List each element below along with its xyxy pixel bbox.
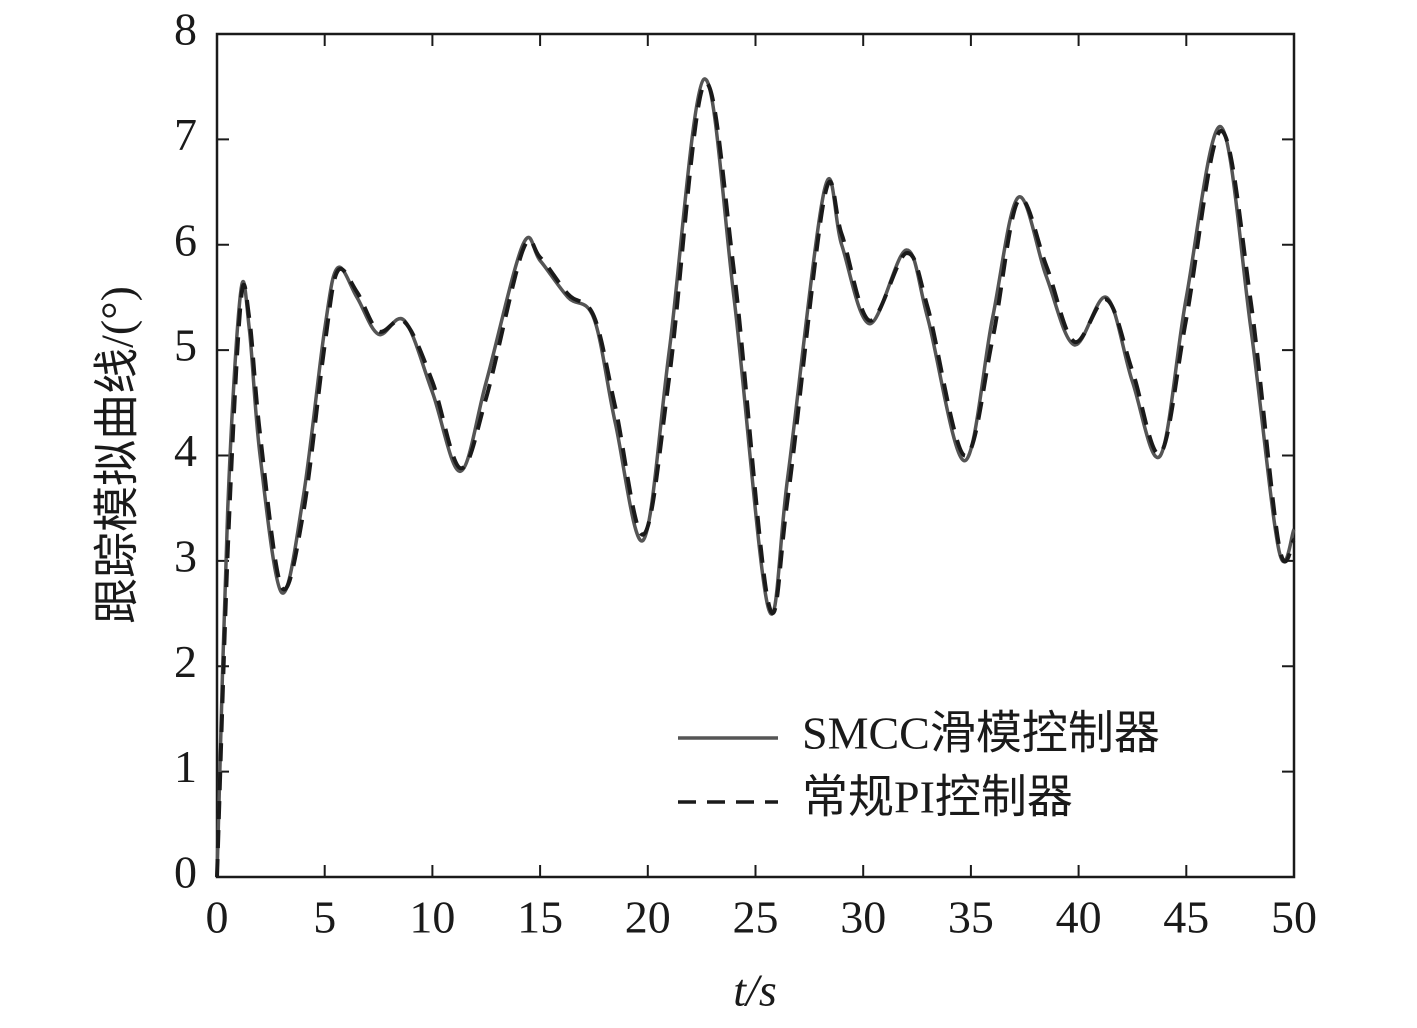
y-tick-label: 7 (174, 109, 197, 160)
y-axis-label: 跟踪模拟曲线/(°) (92, 286, 143, 624)
x-tick-label: 20 (625, 892, 671, 943)
x-tick-label: 45 (1163, 892, 1209, 943)
x-tick-label: 50 (1271, 892, 1317, 943)
x-axis-label: t/s (733, 965, 776, 1016)
y-tick-label: 6 (174, 214, 197, 265)
y-tick-label: 4 (174, 425, 197, 476)
legend-label: 常规PI控制器 (802, 772, 1073, 823)
x-tick-label: 15 (517, 892, 563, 943)
x-tick-label: 35 (948, 892, 994, 943)
y-tick-label: 2 (174, 636, 197, 687)
x-tick-label: 10 (409, 892, 455, 943)
x-tick-label: 25 (733, 892, 779, 943)
x-tick-label: 40 (1056, 892, 1102, 943)
y-tick-label: 0 (174, 847, 197, 898)
x-tick-label: 5 (313, 892, 336, 943)
legend-label: SMCC滑模控制器 (802, 708, 1160, 759)
series-line (215, 80, 1296, 878)
y-tick-label: 1 (174, 741, 197, 792)
x-tick-label: 30 (840, 892, 886, 943)
y-tick-label: 5 (174, 320, 197, 371)
x-tick-label: 0 (206, 892, 229, 943)
y-tick-label: 3 (174, 530, 197, 581)
y-tick-label: 8 (174, 4, 197, 55)
